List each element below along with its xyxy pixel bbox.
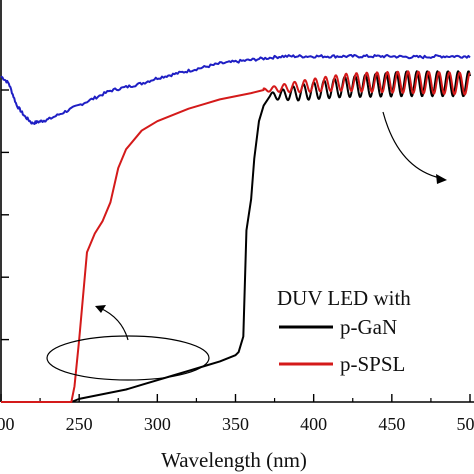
x-axis-ticks (0, 394, 471, 402)
annotation-ellipse (46, 335, 210, 381)
legend-label-p-gan: p-GaN (340, 315, 397, 339)
annotation-arrowhead-right (436, 174, 447, 184)
legend-title: DUV LED with (277, 286, 411, 310)
series-layer (0, 53, 471, 403)
x-tick-label-350: 350 (222, 414, 249, 434)
x-axis-tick-labels: 200 250 300 350 400 450 500 (0, 414, 474, 434)
x-tick-label-200: 200 (0, 414, 15, 434)
legend: DUV LED with p-GaN p-SPSL (277, 286, 411, 376)
x-tick-label-300: 300 (144, 414, 171, 434)
annotation-arrow-left (99, 307, 129, 341)
x-axis-title: Wavelength (nm) (161, 448, 307, 472)
left-axis-ticks (1, 89, 9, 403)
x-tick-label-400: 400 (300, 414, 327, 434)
annotation-arrowhead-left (95, 305, 106, 313)
series-line-blue (0, 53, 471, 125)
x-tick-label-450: 450 (378, 414, 405, 434)
legend-label-p-spsl: p-SPSL (340, 352, 405, 376)
right-axis-annotation (382, 111, 447, 184)
x-tick-label-500: 500 (457, 414, 474, 434)
left-axis-annotation (46, 305, 210, 381)
series-line-spsl (1, 70, 471, 403)
x-tick-label-250: 250 (66, 414, 93, 434)
annotation-arrow-right (382, 111, 441, 179)
